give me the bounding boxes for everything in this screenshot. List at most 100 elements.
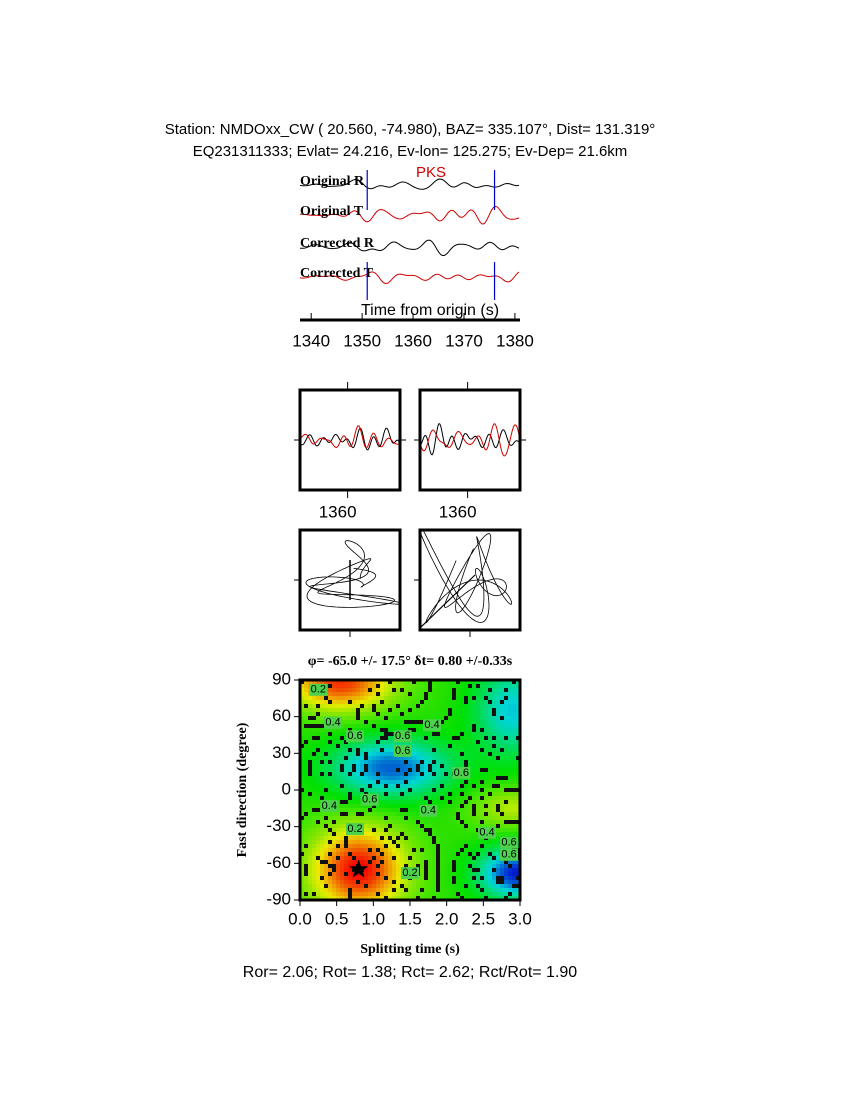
contour-cell <box>424 832 429 837</box>
contour-cell <box>432 876 437 881</box>
contour-cell <box>320 824 325 829</box>
contour-cell <box>508 860 513 865</box>
contour-cell <box>456 800 461 805</box>
contour-cell <box>444 856 449 861</box>
contour-cell <box>508 824 513 829</box>
contour-cell <box>356 688 361 693</box>
contour-cell <box>420 800 425 805</box>
contour-cell <box>472 872 477 877</box>
contour-cell <box>500 888 505 893</box>
contour-cell <box>468 684 473 689</box>
contour-cell <box>476 892 481 897</box>
contour-cell <box>464 860 469 865</box>
contour-cell <box>348 748 353 753</box>
contour-cell <box>316 780 321 785</box>
contour-cell <box>384 724 389 729</box>
contour-cell <box>444 812 449 817</box>
contour-cell <box>436 856 441 861</box>
contour-cell <box>300 860 305 865</box>
contour-cell <box>448 836 453 841</box>
contour-cell <box>500 876 505 881</box>
contour-cell <box>464 684 469 689</box>
contour-cell <box>436 796 441 801</box>
contour-cell <box>396 856 401 861</box>
contour-cell <box>348 812 353 817</box>
contour-cell <box>440 808 445 813</box>
contour-label-bg <box>393 730 412 743</box>
contour-cell <box>384 832 389 837</box>
contour-cell <box>348 836 353 841</box>
contour-cell <box>488 796 493 801</box>
contour-cell <box>504 824 509 829</box>
contour-cell <box>504 880 509 885</box>
contour-cell <box>328 768 333 773</box>
contour-cell <box>500 704 505 709</box>
contour-cell <box>368 760 373 765</box>
contour-cell <box>424 736 429 741</box>
contour-cell <box>384 772 389 777</box>
contour-cell <box>420 896 425 901</box>
contour-cell <box>512 780 517 785</box>
contour-cell <box>456 880 461 885</box>
contour-cell <box>436 792 441 797</box>
contour-cell <box>332 764 337 769</box>
contour-cell <box>484 788 489 793</box>
contour-cell <box>308 868 313 873</box>
contour-cell <box>324 824 329 829</box>
contour-cell <box>320 864 325 869</box>
contour-cell <box>384 768 389 773</box>
contour-cell <box>364 720 369 725</box>
contour-cell <box>432 776 437 781</box>
contour-cell <box>488 864 493 869</box>
contour-cell <box>460 732 465 737</box>
contour-cell <box>348 816 353 821</box>
contour-cell <box>516 840 521 845</box>
contour-cell <box>512 704 517 709</box>
contour-cell <box>380 812 385 817</box>
contour-cell <box>444 820 449 825</box>
contour-cell <box>316 708 321 713</box>
contour-cell <box>336 820 341 825</box>
contour-cell <box>368 860 373 865</box>
contour-cell <box>320 784 325 789</box>
contour-cell <box>360 840 365 845</box>
contour-cell <box>504 800 509 805</box>
contour-cell <box>352 868 357 873</box>
contour-cell <box>304 732 309 737</box>
contour-cell <box>508 768 513 773</box>
contour-cell <box>476 784 481 789</box>
contour-cell <box>364 756 369 761</box>
contour-cell <box>452 836 457 841</box>
contour-cell <box>424 756 429 761</box>
contour-cell <box>344 880 349 885</box>
contour-cell <box>508 736 513 741</box>
contour-cell <box>428 880 433 885</box>
contour-cell <box>360 768 365 773</box>
contour-cell <box>448 756 453 761</box>
contour-cell <box>428 696 433 701</box>
contour-cell <box>480 680 485 685</box>
contour-cell <box>344 852 349 857</box>
contour-cell <box>428 680 433 685</box>
contour-cell <box>336 796 341 801</box>
contour-cell <box>352 812 357 817</box>
contour-cell <box>512 776 517 781</box>
contour-cell <box>324 732 329 737</box>
contour-cell <box>340 692 345 697</box>
contour-cell <box>312 864 317 869</box>
contour-cell <box>448 856 453 861</box>
contour-cell <box>476 756 481 761</box>
contour-cell <box>468 844 473 849</box>
contour-cell <box>344 816 349 821</box>
contour-cell <box>484 764 489 769</box>
contour-cell <box>336 760 341 765</box>
contour-cell <box>412 692 417 697</box>
contour-cell <box>364 840 369 845</box>
y-tick-label: 30 <box>272 743 291 762</box>
contour-cell <box>344 788 349 793</box>
contour-cell <box>396 848 401 853</box>
contour-cell <box>468 732 473 737</box>
contour-cell <box>476 824 481 829</box>
contour-cell <box>440 720 445 725</box>
contour-cell <box>340 856 345 861</box>
